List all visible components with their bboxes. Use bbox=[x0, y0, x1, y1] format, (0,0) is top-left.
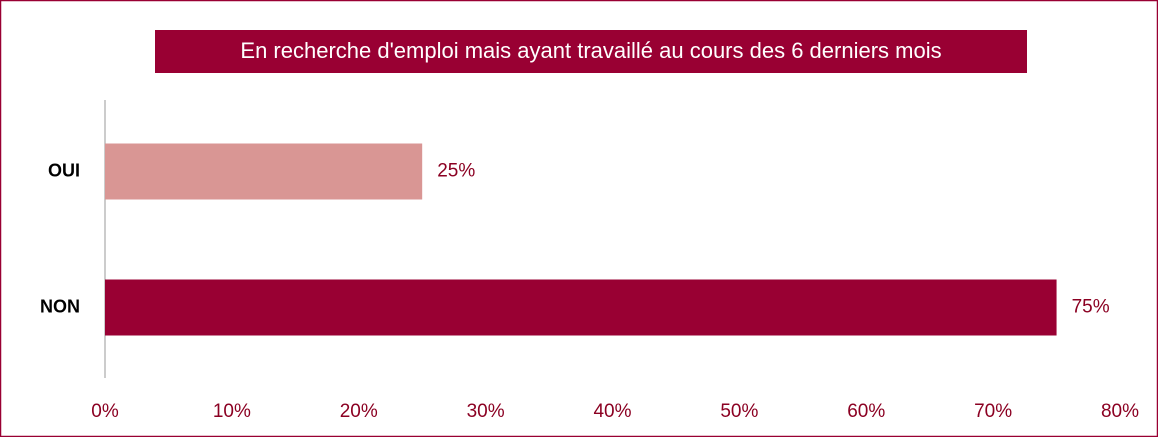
x-tick-label: 0% bbox=[91, 401, 119, 422]
title-box bbox=[155, 30, 1027, 73]
bar bbox=[105, 143, 423, 200]
x-tick-label: 80% bbox=[1101, 401, 1139, 422]
bar bbox=[105, 279, 1057, 336]
value-label: 25% bbox=[437, 161, 475, 182]
value-label: 75% bbox=[1072, 297, 1110, 318]
x-tick-label: 40% bbox=[593, 401, 631, 422]
x-tick-label: 60% bbox=[847, 401, 885, 422]
x-tick-label: 20% bbox=[340, 401, 378, 422]
y-tick-label: OUI bbox=[48, 160, 80, 180]
x-tick-label: 30% bbox=[467, 401, 505, 422]
x-tick-label: 50% bbox=[720, 401, 758, 422]
x-tick-label: 10% bbox=[213, 401, 251, 422]
y-tick-label: NON bbox=[40, 296, 80, 316]
chart-title: En recherche d'emploi mais ayant travail… bbox=[240, 38, 941, 63]
x-tick-label: 70% bbox=[974, 401, 1012, 422]
